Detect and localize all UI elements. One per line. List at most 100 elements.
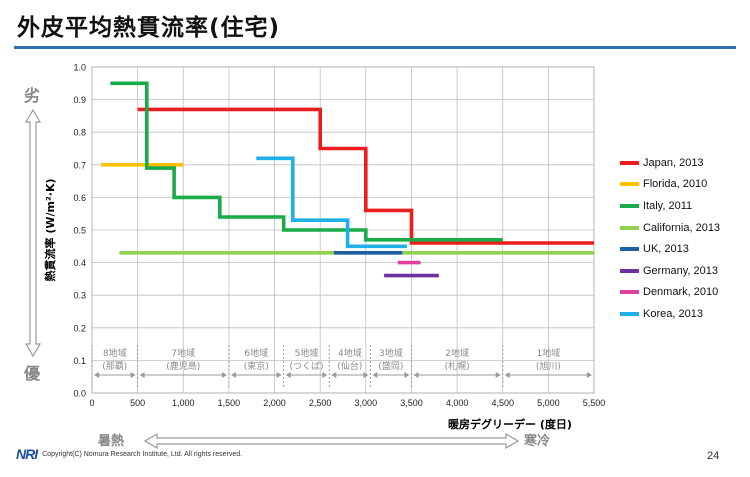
x-tick-label: 0 <box>89 398 94 408</box>
legend-item: Florida, 2010 <box>620 174 720 196</box>
region-arrow-right-icon <box>363 372 369 378</box>
region-arrow-left-icon <box>230 372 236 378</box>
region-annotation: 1地域(旭川) <box>502 345 592 388</box>
nri-logo: NRI <box>16 446 38 462</box>
region-annotation: 7地域(鹿児島) <box>137 345 227 388</box>
legend-swatch <box>620 268 639 273</box>
series-line <box>256 156 407 249</box>
y-tick-label: 0.9 <box>73 95 86 105</box>
region-annotation: 5地域 (つくば) <box>283 345 328 388</box>
hot-label: 暑熱 <box>98 434 125 449</box>
legend-item: Korea, 2013 <box>620 303 720 325</box>
region-city: (札幌) <box>445 360 470 372</box>
page-number: 24 <box>707 450 720 462</box>
region-arrow-right-icon <box>404 372 410 378</box>
x-tick-label: 4,500 <box>491 398 514 408</box>
x-tick-label: 1,000 <box>172 398 195 408</box>
legend-swatch <box>620 247 639 252</box>
region-arrow-left-icon <box>413 372 419 378</box>
region-name: 8地域 <box>103 347 127 359</box>
y-tick-label: 0.3 <box>73 291 86 301</box>
y-tick-label: 0.1 <box>73 356 86 366</box>
legend-label: Korea, 2013 <box>643 307 703 320</box>
title-rule <box>14 46 736 49</box>
cold-label: 寒冷 <box>524 434 551 449</box>
legend-item: UK, 2013 <box>620 238 720 260</box>
y-tick-label: 0.5 <box>73 226 86 236</box>
x-tick-label: 500 <box>130 398 145 408</box>
x-tick-label: 5,500 <box>583 398 606 408</box>
region-city: (鹿児島) <box>166 360 200 372</box>
legend-label: Japan, 2013 <box>643 156 704 169</box>
region-arrow-left-icon <box>331 372 337 378</box>
y-tick-label: 0.7 <box>73 160 86 170</box>
region-name: 3地域 <box>379 347 403 359</box>
legend-item: Germany, 2013 <box>620 260 720 282</box>
y-tick-label: 0.2 <box>73 323 86 333</box>
legend: Japan, 2013 Florida, 2010 Italy, 2011 Calif… <box>620 152 720 325</box>
y-axis-label: 熱貫流率 (W/m²·K) <box>43 178 57 281</box>
region-name: 6地域 <box>244 347 268 359</box>
legend-label: Florida, 2010 <box>643 178 708 191</box>
legend-swatch <box>620 182 639 187</box>
region-city: (旭川) <box>536 360 561 372</box>
y-tick-label: 0.6 <box>73 193 86 203</box>
region-arrow-right-icon <box>495 372 501 378</box>
vertical-arrow-icon <box>24 108 42 358</box>
legend-swatch <box>620 160 639 165</box>
region-city: (那覇) <box>102 361 127 372</box>
region-annotation: 8地域 (那覇) <box>91 345 136 388</box>
horizontal-arrow-icon <box>143 432 520 450</box>
region-name: 1地域 <box>536 347 560 359</box>
region-city: (盛岡) <box>378 360 403 372</box>
x-tick-label: 4,000 <box>446 398 469 408</box>
region-annotation: 2地域(札幌) <box>410 345 501 388</box>
legend-label: Denmark, 2010 <box>643 286 719 299</box>
side-label-better: 優 <box>24 364 41 383</box>
region-annotation: 4地域(仙台) <box>328 345 369 388</box>
x-tick-label: 1,500 <box>218 398 241 408</box>
legend-swatch <box>620 203 639 208</box>
x-tick-label: 3,000 <box>355 398 378 408</box>
region-name: 2地域 <box>445 347 469 359</box>
region-annotation: 6地域(東京) <box>228 345 282 388</box>
region-name: 7地域 <box>171 347 195 359</box>
region-city: (東京) <box>244 360 269 372</box>
region-city: (つくば) <box>289 361 323 372</box>
legend-label: California, 2013 <box>643 221 721 234</box>
legend-label: Italy, 2011 <box>643 199 693 212</box>
region-arrow-left-icon <box>285 372 291 378</box>
legend-label: UK, 2013 <box>643 243 689 256</box>
x-tick-label: 2,500 <box>309 398 332 408</box>
side-label-worse: 劣 <box>24 86 41 105</box>
region-arrow-right-icon <box>221 372 227 378</box>
y-tick-label: 1.0 <box>73 63 86 73</box>
legend-swatch <box>620 311 639 316</box>
x-tick-label: 3,500 <box>400 398 423 408</box>
x-axis-label: 暖房デグリーデー (度日) <box>448 417 572 431</box>
x-tick-label: 5,000 <box>537 398 560 408</box>
legend-swatch <box>620 290 639 295</box>
region-arrow-right-icon <box>587 372 592 378</box>
legend-item: Denmark, 2010 <box>620 282 720 304</box>
region-arrow-left-icon <box>139 372 145 378</box>
region-arrow-right-icon <box>276 372 282 378</box>
region-name: 5地域 <box>295 347 319 359</box>
x-tick-label: 2,000 <box>263 398 286 408</box>
region-arrow-right-icon <box>130 372 136 378</box>
region-city: (仙台) <box>337 360 362 372</box>
page-title: 外皮平均熱貫流率(住宅) <box>17 15 281 41</box>
region-arrow-right-icon <box>322 372 328 378</box>
legend-item: California, 2013 <box>620 217 720 239</box>
y-tick-label: 0.0 <box>73 389 86 399</box>
legend-swatch <box>620 225 639 230</box>
copyright: Copyright(C) Nomura Research Institute, … <box>42 450 243 458</box>
legend-item: Italy, 2011 <box>620 195 720 217</box>
y-tick-label: 0.4 <box>73 258 86 268</box>
region-arrow-left-icon <box>372 372 378 378</box>
region-name: 4地域 <box>338 347 362 359</box>
series-line <box>137 107 594 245</box>
series-line <box>110 81 503 242</box>
region-arrow-left-icon <box>504 372 510 378</box>
